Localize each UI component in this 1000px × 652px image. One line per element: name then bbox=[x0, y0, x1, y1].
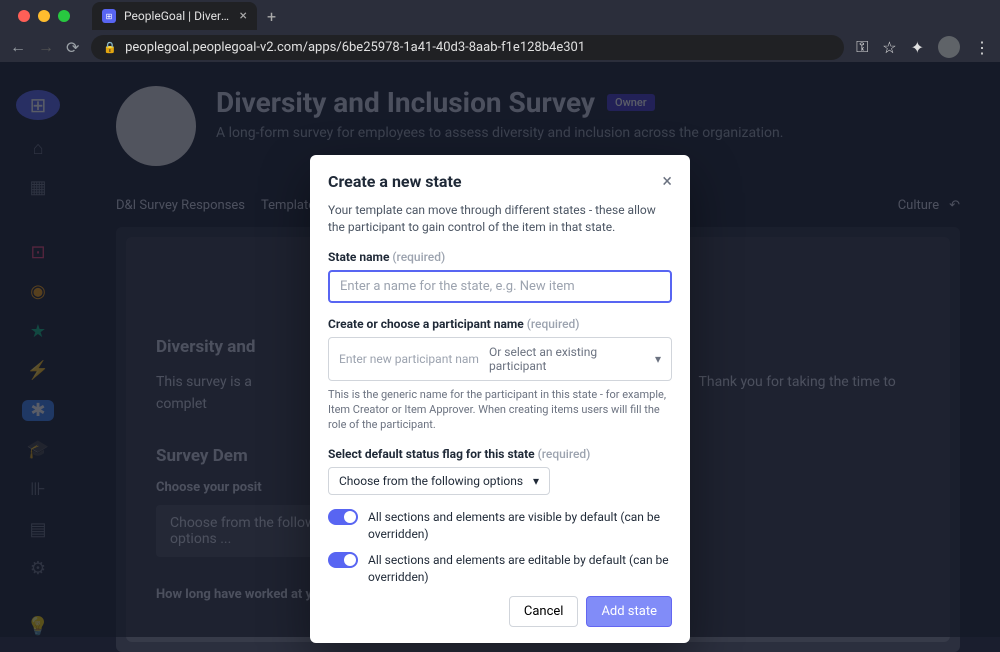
modal-actions: Cancel Add state bbox=[328, 596, 672, 627]
minimize-window-button[interactable] bbox=[38, 10, 50, 22]
browser-right-icons: ⚿ ☆ ✦ ⋮ bbox=[856, 36, 990, 58]
address-bar: ← → ⟳ 🔒 peoplegoal.peoplegoal-v2.com/app… bbox=[0, 32, 1000, 62]
tab-close-icon[interactable]: × bbox=[240, 8, 247, 24]
forward-button[interactable]: → bbox=[38, 37, 54, 57]
url-text: peoplegoal.peoplegoal-v2.com/apps/6be259… bbox=[125, 40, 585, 55]
state-name-input[interactable] bbox=[328, 270, 672, 303]
chevron-down-icon: ▾ bbox=[655, 352, 661, 366]
menu-icon[interactable]: ⋮ bbox=[974, 38, 990, 57]
status-group: Select default status flag for this stat… bbox=[328, 447, 672, 495]
reload-button[interactable]: ⟳ bbox=[66, 38, 79, 57]
chevron-down-icon: ▾ bbox=[533, 474, 539, 488]
lock-icon: 🔒 bbox=[103, 41, 117, 54]
extension-icon[interactable]: ✦ bbox=[911, 38, 924, 57]
participant-helper: This is the generic name for the partici… bbox=[328, 387, 672, 433]
create-state-modal: Create a new state × Your template can m… bbox=[310, 155, 690, 643]
favicon-icon: ⊞ bbox=[102, 9, 116, 23]
toggle-visible[interactable] bbox=[328, 509, 358, 525]
modal-title: Create a new state bbox=[328, 172, 462, 191]
browser-chrome: ⊞ PeopleGoal | Diversity and Inclusion ×… bbox=[0, 0, 1000, 62]
toggle-editable-row: All sections and elements are editable b… bbox=[328, 552, 672, 586]
back-button[interactable]: ← bbox=[10, 37, 26, 57]
status-select[interactable]: Choose from the following options ▾ bbox=[328, 467, 550, 495]
participant-input[interactable] bbox=[339, 352, 479, 366]
profile-avatar[interactable] bbox=[938, 36, 960, 58]
participant-group: Create or choose a participant name (req… bbox=[328, 317, 672, 433]
participant-box: Or select an existing participant ▾ bbox=[328, 337, 672, 381]
key-icon[interactable]: ⚿ bbox=[856, 37, 868, 57]
participant-select[interactable]: Or select an existing participant ▾ bbox=[489, 345, 661, 373]
maximize-window-button[interactable] bbox=[58, 10, 70, 22]
state-name-label: State name (required) bbox=[328, 250, 672, 264]
toggle-editable[interactable] bbox=[328, 552, 358, 568]
close-window-button[interactable] bbox=[18, 10, 30, 22]
cancel-button[interactable]: Cancel bbox=[509, 596, 579, 627]
star-icon[interactable]: ☆ bbox=[882, 38, 896, 57]
add-state-button[interactable]: Add state bbox=[586, 596, 672, 627]
modal-desc: Your template can move through different… bbox=[328, 202, 672, 236]
traffic-lights bbox=[8, 10, 80, 22]
browser-tab[interactable]: ⊞ PeopleGoal | Diversity and Inclusion × bbox=[92, 2, 257, 30]
url-bar[interactable]: 🔒 peoplegoal.peoplegoal-v2.com/apps/6be2… bbox=[91, 35, 844, 60]
close-icon[interactable]: × bbox=[662, 171, 672, 192]
status-label: Select default status flag for this stat… bbox=[328, 447, 672, 461]
modal-header: Create a new state × bbox=[328, 171, 672, 192]
tab-bar: ⊞ PeopleGoal | Diversity and Inclusion ×… bbox=[0, 0, 1000, 32]
participant-label: Create or choose a participant name (req… bbox=[328, 317, 672, 331]
state-name-group: State name (required) bbox=[328, 250, 672, 303]
toggle-visible-row: All sections and elements are visible by… bbox=[328, 509, 672, 543]
new-tab-button[interactable]: + bbox=[267, 7, 276, 26]
toggle-editable-label: All sections and elements are editable b… bbox=[368, 552, 672, 586]
toggle-visible-label: All sections and elements are visible by… bbox=[368, 509, 672, 543]
tab-title: PeopleGoal | Diversity and Inclusion bbox=[124, 9, 232, 23]
